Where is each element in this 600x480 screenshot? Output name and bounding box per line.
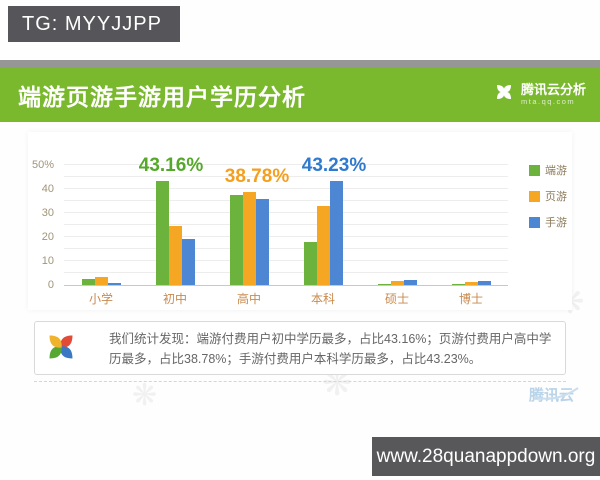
bar-手游-博士[interactable] — [477, 281, 491, 285]
y-tick-label: 30 — [41, 207, 54, 219]
bar-手游-硕士[interactable] — [403, 280, 417, 285]
legend-label: 端游 — [545, 165, 567, 177]
gridline — [64, 164, 508, 165]
bar-group-高中 — [212, 165, 286, 285]
y-tick-label: 40 — [41, 183, 54, 195]
y-tick-label: 10 — [41, 255, 54, 267]
bar-页游-高中[interactable] — [242, 191, 256, 285]
value-annotation: 43.16% — [138, 155, 204, 177]
tg-badge: TG: MYYJJPP — [8, 6, 180, 42]
bar-端游-本科[interactable] — [303, 241, 317, 285]
chart-legend: 端游 页游 手游 — [529, 162, 567, 230]
chart-plot: 43.16% 38.78% 43.23% — [64, 155, 508, 286]
legend-item-页游[interactable]: 页游 — [529, 188, 567, 204]
bar-端游-博士[interactable] — [451, 283, 465, 285]
value-annotation: 43.23% — [301, 155, 367, 177]
legend-swatch — [529, 164, 540, 176]
bar-页游-本科[interactable] — [316, 205, 330, 285]
dashed-separator — [34, 381, 566, 382]
legend-item-端游[interactable]: 端游 — [529, 162, 567, 178]
x-tick-label-高中: 高中 — [236, 292, 261, 306]
x-tick-label-本科: 本科 — [310, 292, 335, 306]
legend-swatch — [529, 216, 540, 228]
bar-页游-初中[interactable] — [168, 226, 182, 285]
tg-badge-label: TG: MYYJJPP — [22, 12, 162, 35]
snowflake-decoration: ❋ — [132, 379, 158, 412]
bar-页游-博士[interactable] — [464, 282, 478, 285]
gridline — [64, 272, 508, 273]
bar-手游-高中[interactable] — [255, 198, 269, 285]
bar-group-硕士 — [360, 165, 434, 285]
brand-logo-text: 腾讯云分析 — [520, 82, 586, 98]
url-badge-label: www.28quanappdown.org — [376, 445, 596, 467]
value-annotation: 38.78% — [224, 165, 290, 187]
bar-手游-初中[interactable] — [181, 239, 195, 285]
gridline — [64, 260, 508, 261]
bar-端游-小学[interactable] — [81, 279, 95, 285]
bar-页游-硕士[interactable] — [390, 281, 404, 285]
chart-x-axis: 小学 初中 高中 本科 硕士 博士 — [64, 290, 508, 307]
gridline — [64, 176, 508, 177]
tencent-cloud-watermark: 腾讯云 — [528, 384, 579, 405]
legend-label: 页游 — [545, 191, 567, 203]
pinwheel-color-icon — [43, 329, 79, 365]
header-divider — [0, 60, 600, 67]
gridline — [64, 188, 508, 189]
gridline — [64, 236, 508, 237]
brand-logo: 腾讯云分析 mta.qq.com — [493, 67, 586, 122]
chart-bar-groups — [64, 165, 508, 285]
x-tick-label-初中: 初中 — [162, 292, 187, 306]
x-tick-label-博士: 博士 — [458, 292, 483, 306]
gridline — [64, 248, 508, 249]
x-tick-label-小学: 小学 — [88, 292, 113, 306]
bar-页游-小学[interactable] — [94, 276, 108, 285]
y-tick-label: 20 — [41, 231, 54, 243]
x-tick-label-硕士: 硕士 — [384, 292, 409, 306]
bar-手游-小学[interactable] — [107, 282, 121, 285]
bar-group-本科 — [286, 165, 360, 285]
legend-item-手游[interactable]: 手游 — [529, 214, 567, 230]
bar-端游-硕士[interactable] — [377, 283, 391, 285]
chart-card — [28, 132, 572, 310]
page-title: 端游页游手游用户学历分析 — [18, 83, 306, 110]
bar-group-初中 — [138, 165, 212, 285]
pinwheel-icon — [493, 81, 515, 108]
gridline — [64, 200, 508, 201]
legend-label: 手游 — [545, 217, 567, 229]
summary-text: 我们统计发现：端游付费用户初中学历最多，占比43.16%；页游付费用户高中学历最… — [109, 332, 552, 366]
bar-手游-本科[interactable] — [329, 181, 343, 285]
legend-swatch — [529, 190, 540, 202]
summary-box: 我们统计发现：端游付费用户初中学历最多，占比43.16%；页游付费用户高中学历最… — [34, 321, 566, 375]
bar-端游-初中[interactable] — [155, 181, 169, 285]
bar-group-博士 — [434, 165, 508, 285]
y-tick-label: 0 — [47, 279, 54, 291]
tencent-cloud-watermark-text: 腾讯云 — [528, 387, 574, 404]
gridline — [64, 212, 508, 213]
chart-y-axis: 0 10 20 30 40 50% — [24, 159, 58, 291]
url-badge: www.28quanappdown.org — [372, 437, 600, 476]
brand-logo-subtext: mta.qq.com — [520, 96, 576, 106]
header: 端游页游手游用户学历分析 腾讯云分析 mta.qq.com — [0, 67, 600, 122]
bar-group-小学 — [64, 165, 138, 285]
y-tick-label: 50% — [31, 159, 54, 171]
bar-端游-高中[interactable] — [229, 195, 243, 285]
gridline — [64, 224, 508, 225]
